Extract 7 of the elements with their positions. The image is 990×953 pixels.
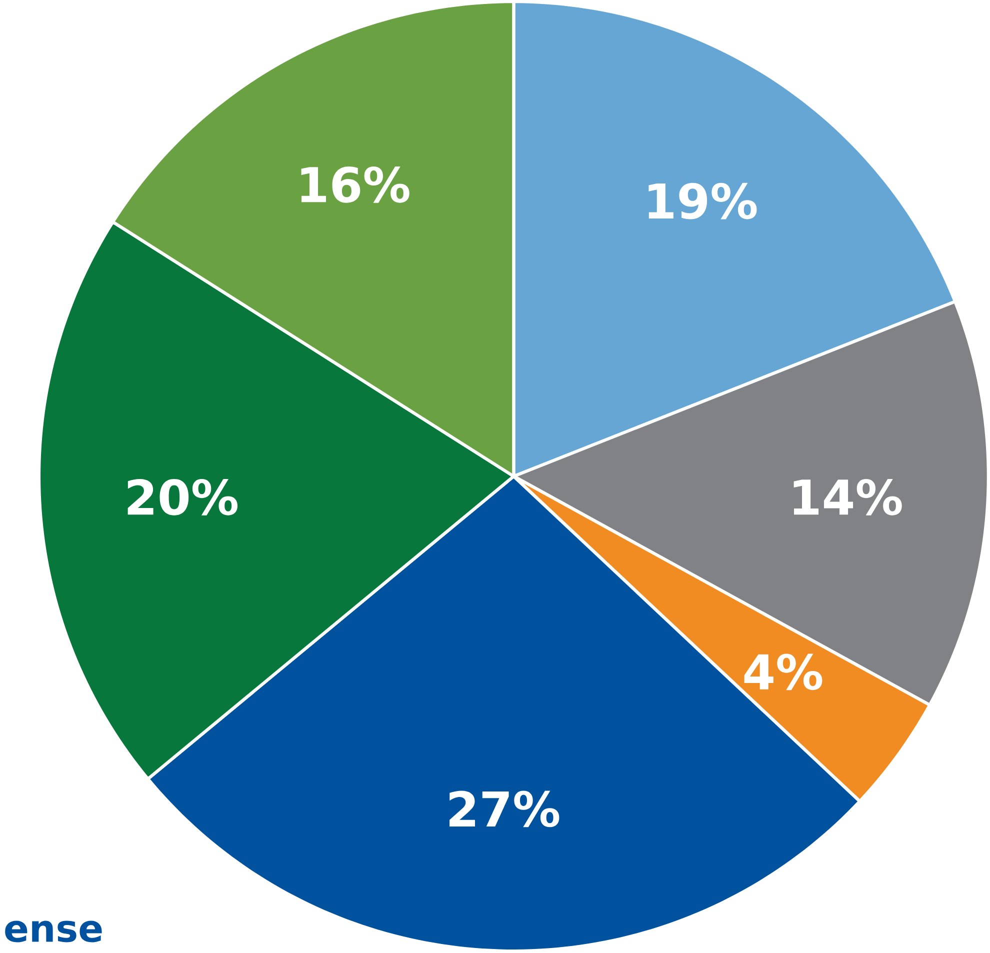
data-label: 19% [648,183,757,220]
data-label: 20% [128,479,238,516]
data-label: 14% [794,479,902,516]
text: ense [5,920,102,942]
data-label: 27% [450,790,560,828]
data-label: 16% [301,166,410,204]
data-label: 4% [744,654,822,690]
